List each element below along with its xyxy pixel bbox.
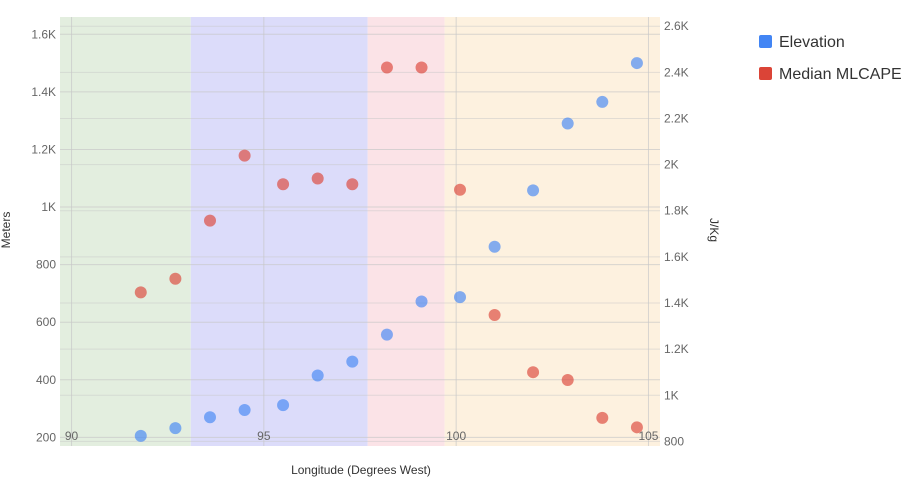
y-right-tick-label: 2.4K	[664, 65, 689, 79]
point-elevation[interactable]	[277, 399, 290, 412]
y-right-tick-label: 1.4K	[664, 296, 689, 310]
x-axis-title: Longitude (Degrees West)	[291, 463, 431, 477]
y-left-tick-label: 600	[36, 315, 56, 329]
point-elevation[interactable]	[311, 369, 324, 382]
y-left-tick-label: 800	[36, 258, 56, 272]
grid-lines	[60, 17, 660, 446]
point-median-mlcape[interactable]	[204, 214, 216, 227]
y-left-tick-label: 1.2K	[31, 142, 56, 156]
point-median-mlcape[interactable]	[561, 374, 574, 387]
point-median-mlcape[interactable]	[630, 421, 643, 434]
x-tick-label: 95	[257, 429, 271, 443]
legend-swatch-elevation	[759, 35, 772, 48]
x-tick-label: 105	[638, 429, 658, 443]
point-elevation[interactable]	[346, 355, 359, 368]
data-points	[134, 57, 643, 442]
point-elevation[interactable]	[134, 429, 147, 442]
point-elevation[interactable]	[527, 184, 540, 197]
point-elevation[interactable]	[488, 240, 501, 253]
x-tick-label: 90	[65, 429, 79, 443]
point-median-mlcape[interactable]	[346, 178, 359, 191]
tick-labels: 90 95 100 105 200 400 600 800 1K 1.2K 1.4K 1.6K 800 1…	[31, 19, 688, 448]
legend-item-median-mlcape[interactable]: Median MLCAPE	[759, 66, 902, 83]
y-right-tick-label: 1.6K	[664, 250, 689, 264]
y-left-axis-title: Meters	[0, 212, 13, 249]
region-band	[444, 17, 660, 446]
legend-label-median-mlcape: Median MLCAPE	[779, 66, 902, 83]
y-right-axis-title: J/Kg	[707, 218, 721, 242]
legend-label-elevation: Elevation	[779, 34, 845, 51]
point-median-mlcape[interactable]	[454, 183, 466, 196]
region-bands	[60, 17, 660, 446]
point-median-mlcape[interactable]	[169, 272, 182, 285]
point-elevation[interactable]	[561, 117, 574, 130]
region-band	[60, 17, 191, 446]
x-tick-label: 100	[446, 429, 466, 443]
legend-swatch-median-mlcape	[759, 67, 772, 80]
y-right-tick-label: 2K	[664, 158, 679, 172]
point-median-mlcape[interactable]	[311, 172, 324, 185]
y-left-tick-label: 1K	[41, 200, 56, 214]
y-left-tick-label: 1.6K	[31, 27, 56, 41]
point-median-mlcape[interactable]	[380, 61, 393, 74]
point-median-mlcape[interactable]	[596, 411, 609, 424]
point-median-mlcape[interactable]	[527, 366, 540, 379]
point-median-mlcape[interactable]	[415, 61, 428, 74]
point-elevation[interactable]	[415, 295, 428, 308]
point-median-mlcape[interactable]	[134, 286, 147, 299]
point-elevation[interactable]	[204, 411, 216, 424]
point-median-mlcape[interactable]	[488, 308, 501, 321]
region-band	[367, 17, 445, 446]
y-right-tick-label: 800	[664, 434, 684, 448]
y-left-tick-label: 200	[36, 430, 56, 444]
point-elevation[interactable]	[380, 328, 393, 341]
point-elevation[interactable]	[630, 57, 643, 70]
legend: Elevation Median MLCAPE	[759, 34, 902, 83]
y-right-tick-label: 1.2K	[664, 342, 689, 356]
y-left-tick-label: 400	[36, 373, 56, 387]
point-median-mlcape[interactable]	[277, 178, 290, 191]
point-elevation[interactable]	[169, 422, 182, 435]
point-elevation[interactable]	[238, 404, 251, 417]
y-right-tick-label: 2.6K	[664, 19, 689, 33]
point-elevation[interactable]	[454, 291, 466, 304]
point-elevation[interactable]	[596, 95, 609, 108]
y-right-tick-label: 1.8K	[664, 204, 689, 218]
y-left-tick-label: 1.4K	[31, 85, 56, 99]
region-band	[190, 17, 368, 446]
point-median-mlcape[interactable]	[238, 149, 251, 162]
y-right-tick-label: 2.2K	[664, 111, 689, 125]
legend-item-elevation[interactable]: Elevation	[759, 34, 845, 51]
y-right-tick-label: 1K	[664, 388, 679, 402]
